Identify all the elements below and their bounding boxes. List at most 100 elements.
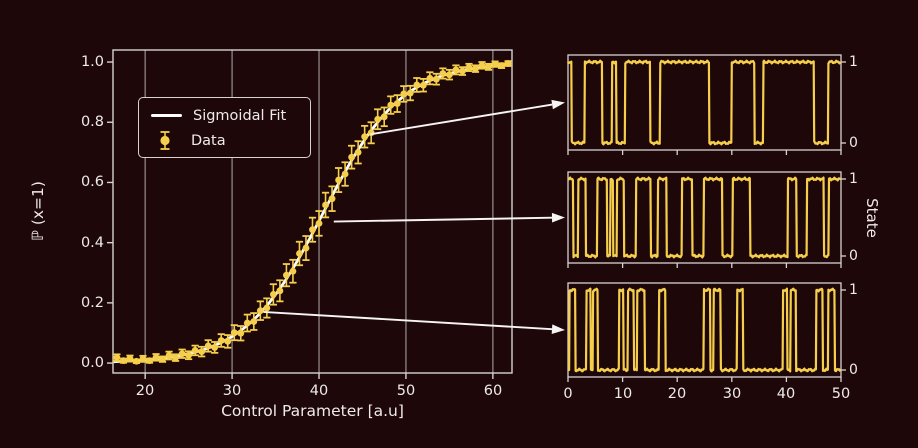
data-point <box>387 95 395 115</box>
data-point <box>380 106 388 128</box>
trace3-x-tick-label: 10 <box>613 386 633 402</box>
legend-entry-fit: Sigmoidal Fit <box>149 105 300 126</box>
data-point <box>276 279 284 303</box>
data-point <box>497 62 506 70</box>
data-point <box>269 283 277 306</box>
telegraph-trace <box>566 59 842 146</box>
data-point <box>152 353 160 362</box>
telegraph-trace <box>567 176 842 259</box>
data-point <box>132 357 141 365</box>
data-point <box>126 354 134 363</box>
trace-panel-frame <box>567 282 842 378</box>
data-point <box>191 344 199 357</box>
data-point <box>171 353 180 362</box>
data-point <box>413 77 421 93</box>
main-y-tick-label: 0.0 <box>80 355 104 371</box>
fit-line-sample <box>151 114 182 117</box>
annotation-arrow-line <box>370 103 553 136</box>
data-point <box>478 61 486 70</box>
annotation-arrow-line <box>333 216 553 223</box>
annotation-arrow-line <box>263 310 553 331</box>
data-point <box>139 354 147 363</box>
data-point <box>439 67 447 80</box>
x-axis-label: Control Parameter [a.u] <box>221 402 404 420</box>
trace3-x-tick-label: 30 <box>722 386 742 402</box>
data-point <box>145 357 154 365</box>
annotation-arrowhead <box>551 99 565 110</box>
main-y-tick-label: 0.6 <box>80 174 104 190</box>
data-point <box>452 64 460 76</box>
trace3-x-tick-label: 20 <box>667 386 687 402</box>
data-point <box>243 313 251 333</box>
data-point <box>224 334 232 349</box>
data-point <box>471 64 480 73</box>
data-point <box>491 60 499 68</box>
trace2-y-tick-label: 0 <box>849 248 858 264</box>
main-x-tick-label: 30 <box>222 383 242 399</box>
data-point <box>445 68 454 81</box>
data-point <box>348 144 356 170</box>
data-point <box>263 297 271 319</box>
trace3-y-tick-label: 0 <box>849 362 858 378</box>
data-point <box>237 325 245 342</box>
data-point <box>165 350 173 361</box>
data-point <box>282 263 291 288</box>
data-point <box>361 124 369 149</box>
data-point <box>302 235 310 262</box>
data-point <box>198 345 206 358</box>
data-point <box>393 94 401 113</box>
data-point <box>204 339 212 353</box>
data-point <box>250 312 258 331</box>
data-point <box>158 355 167 363</box>
data-point <box>400 85 408 103</box>
legend-entry-data: Data <box>149 130 300 151</box>
data-point <box>119 357 128 365</box>
data-point <box>341 161 349 187</box>
annotation-arrowhead <box>551 212 565 223</box>
data-point <box>113 353 121 362</box>
telegraph-trace <box>567 287 842 373</box>
data-point <box>321 191 330 219</box>
data-point <box>178 348 186 359</box>
trace-panel-frame <box>567 54 842 151</box>
main-x-tick-label: 50 <box>396 383 416 399</box>
main-x-tick-label: 60 <box>483 383 503 399</box>
data-point <box>289 258 297 284</box>
trace3-x-tick-label: 0 <box>563 386 573 402</box>
main-plot-frame <box>112 49 513 374</box>
data-point <box>419 77 427 93</box>
trace3-x-tick-label: 40 <box>776 386 796 402</box>
main-plot-content <box>113 60 512 365</box>
main-y-tick-label: 0.2 <box>80 295 104 311</box>
data-point <box>458 66 467 76</box>
legend-label: Sigmoidal Fit <box>193 107 287 124</box>
data-point <box>230 324 238 342</box>
data-point <box>374 108 382 131</box>
data-point <box>328 185 336 212</box>
trace-panel-frame <box>567 171 842 264</box>
legend-label: Data <box>191 132 226 149</box>
trace3-y-tick-label: 1 <box>849 282 858 298</box>
trace3-x-tick-label: 50 <box>831 386 851 402</box>
data-point <box>432 72 440 86</box>
data-point <box>334 167 343 193</box>
main-y-tick-label: 1.0 <box>80 54 104 70</box>
data-marker-sample <box>149 130 180 151</box>
annotation-arrowhead <box>551 324 565 334</box>
data-point <box>185 350 193 361</box>
y-axis-label: ℙ (x=1) <box>29 181 47 241</box>
data-point <box>211 341 219 354</box>
data-point <box>295 240 304 267</box>
data-point <box>406 84 414 102</box>
main-y-tick-label: 0.8 <box>80 114 104 130</box>
data-point <box>354 140 362 165</box>
data-point <box>504 60 512 67</box>
data-point <box>484 62 493 71</box>
trace2-y-tick-label: 1 <box>849 171 858 187</box>
data-point <box>256 300 264 321</box>
state-axis-label: State <box>863 198 881 238</box>
main-x-tick-label: 20 <box>135 383 155 399</box>
data-point <box>465 62 473 72</box>
